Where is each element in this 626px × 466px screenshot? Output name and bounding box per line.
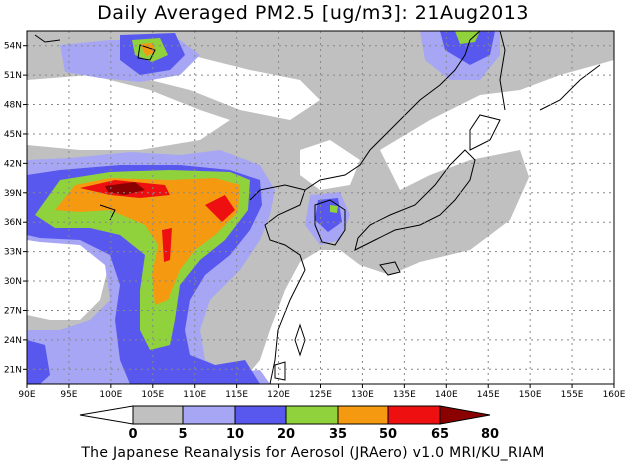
- colorbar-swatch: [285, 405, 339, 425]
- pm25-band-80-plus: [105, 182, 145, 195]
- lon-tick-label: 135E: [393, 390, 416, 400]
- colorbar: 0 5 10 20 35 50 65 80: [79, 405, 499, 442]
- lat-tick-label: 33N: [4, 248, 22, 258]
- map-title: Daily Averaged PM2.5 [ug/m3]: 21Aug2013: [97, 2, 529, 24]
- lon-tick-label: 140E: [435, 390, 458, 400]
- colorbar-high-triangle: [439, 405, 491, 425]
- colorbar-label: 65: [431, 427, 449, 442]
- lat-tick-label: 42N: [4, 159, 22, 169]
- longitude-ticks: 90E 95E 100E 105E 110E 115E 120E 125E 130E 135E 14…: [18, 384, 626, 400]
- coastlines: [34, 31, 601, 384]
- lon-tick-label: 105E: [141, 390, 164, 400]
- lat-tick-label: 27N: [4, 306, 22, 316]
- lat-tick-label: 54N: [4, 42, 22, 52]
- lon-tick-label: 125E: [309, 390, 332, 400]
- pm25-band-0-5: [27, 75, 230, 150]
- colorbar-low-triangle: [79, 405, 134, 425]
- gridlines: [27, 31, 614, 384]
- colorbar-label: 20: [277, 427, 295, 442]
- lon-tick-label: 150E: [519, 390, 542, 400]
- lat-tick-label: 48N: [4, 101, 22, 111]
- lon-tick-label: 160E: [603, 390, 626, 400]
- lat-tick-label: 24N: [4, 336, 22, 346]
- latitude-ticks: 21N 24N 27N 30N 33N 36N 39N 42N 45N 48N 51N 54N: [4, 42, 27, 375]
- lat-tick-label: 36N: [4, 218, 22, 228]
- colorbar-swatch: [387, 405, 441, 425]
- lat-tick-label: 21N: [4, 365, 22, 375]
- colorbar-label: 0: [128, 427, 137, 442]
- lon-tick-label: 145E: [477, 390, 500, 400]
- colorbar-label: 50: [379, 427, 397, 442]
- lon-tick-label: 110E: [183, 390, 206, 400]
- colorbar-swatch: [132, 405, 184, 425]
- lon-tick-label: 130E: [351, 390, 374, 400]
- data-source-footer: The Japanese Reanalysis for Aerosol (JRA…: [81, 445, 545, 461]
- pm25-band-50-65: [55, 178, 240, 305]
- lon-tick-label: 155E: [561, 390, 584, 400]
- lon-tick-label: 120E: [267, 390, 290, 400]
- colorbar-label: 80: [481, 427, 499, 442]
- lat-tick-label: 30N: [4, 277, 22, 287]
- lon-tick-label: 100E: [99, 390, 122, 400]
- colorbar-label: 35: [329, 427, 347, 442]
- lon-tick-label: 95E: [60, 390, 77, 400]
- colorbar-label: 10: [226, 427, 244, 442]
- colorbar-label: 5: [178, 427, 187, 442]
- colorbar-swatch: [182, 405, 236, 425]
- lat-tick-label: 39N: [4, 189, 22, 199]
- colorbar-swatch: [337, 405, 389, 425]
- lat-tick-label: 45N: [4, 130, 22, 140]
- lon-tick-label: 90E: [18, 390, 35, 400]
- lat-tick-label: 51N: [4, 71, 22, 81]
- lon-tick-label: 115E: [225, 390, 248, 400]
- colorbar-swatch: [234, 405, 287, 425]
